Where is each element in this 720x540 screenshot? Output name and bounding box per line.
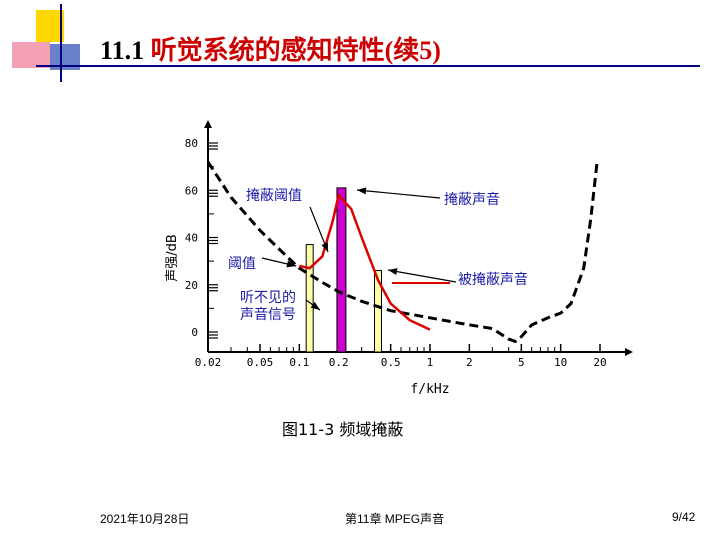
x-axis-label: f/kHz — [410, 382, 449, 397]
tone-bar-1 — [305, 244, 314, 353]
arrow-masking-threshold-head — [321, 242, 328, 252]
title-deco-yellow-square — [36, 10, 64, 42]
x-tick-label: 2 — [466, 356, 473, 369]
x-tick-label: 20 — [593, 356, 606, 369]
arrow-masking-sound — [356, 189, 441, 199]
y-tick-label: 20 — [185, 279, 198, 292]
arrow-masked-sound — [387, 269, 457, 283]
label-masking-threshold: 掩蔽阈值 — [246, 188, 302, 204]
figure-caption: 图11-3 频域掩蔽 — [282, 420, 404, 439]
title-deco-pink-square — [12, 42, 50, 68]
y-tick-label: 0 — [191, 326, 198, 339]
y-tick-label: 40 — [185, 232, 198, 245]
x-tick-label: 0.02 — [195, 356, 222, 369]
chart-curves — [206, 161, 599, 344]
slide-title-number: 11.1 — [100, 36, 151, 65]
label-threshold: 阈值 — [228, 256, 256, 272]
slide-title: 11.1 听觉系统的感知特性(续5) — [100, 30, 441, 67]
x-axis-arrow — [625, 348, 633, 356]
title-deco-vertical-line — [60, 4, 62, 82]
chart-ticks: 0 20 40 60 80 0.02 0.05 0.1 0.2 0.5 1 2 5 10 20 — [185, 137, 607, 369]
x-tick-label: 10 — [554, 356, 567, 369]
masking-threshold-curve — [299, 192, 431, 331]
arrow-masked-sound-head — [388, 268, 398, 276]
arrow-threshold-head — [286, 260, 296, 268]
x-tick-label: 1 — [427, 356, 434, 369]
y-tick-label: 60 — [185, 184, 198, 197]
title-deco-horizontal-line — [36, 65, 700, 67]
x-tick-label: 0.5 — [381, 356, 401, 369]
footer-page: 9/42 — [672, 510, 696, 524]
hearing-threshold-curve — [206, 161, 599, 344]
label-masked-sound: 被掩蔽声音 — [458, 271, 528, 288]
x-tick-label: 5 — [518, 356, 525, 369]
chart-bars — [305, 187, 383, 353]
label-inaudible-line2: 声音信号 — [240, 306, 296, 323]
y-axis-label: 声强/dB — [165, 234, 180, 282]
label-masking-sound: 掩蔽声音 — [444, 191, 500, 208]
footer-chapter: 第11章 MPEG声音 — [345, 512, 445, 526]
tone-bar-3 — [374, 270, 383, 353]
x-tick-label: 0.1 — [289, 356, 309, 369]
footer-date: 2021年10月28日 — [100, 512, 190, 526]
arrow-masking-sound-head — [357, 187, 367, 195]
label-inaudible-line1: 听不见的 — [240, 290, 296, 306]
slide-title-text: 听觉系统的感知特性(续5) — [150, 36, 441, 65]
x-tick-label: 0.2 — [329, 356, 349, 369]
y-axis-arrow — [204, 120, 212, 128]
x-tick-label: 0.05 — [247, 356, 274, 369]
arrow-inaudible-head — [310, 301, 320, 310]
y-tick-label: 80 — [185, 137, 198, 150]
tone-bar-2 — [336, 187, 347, 353]
